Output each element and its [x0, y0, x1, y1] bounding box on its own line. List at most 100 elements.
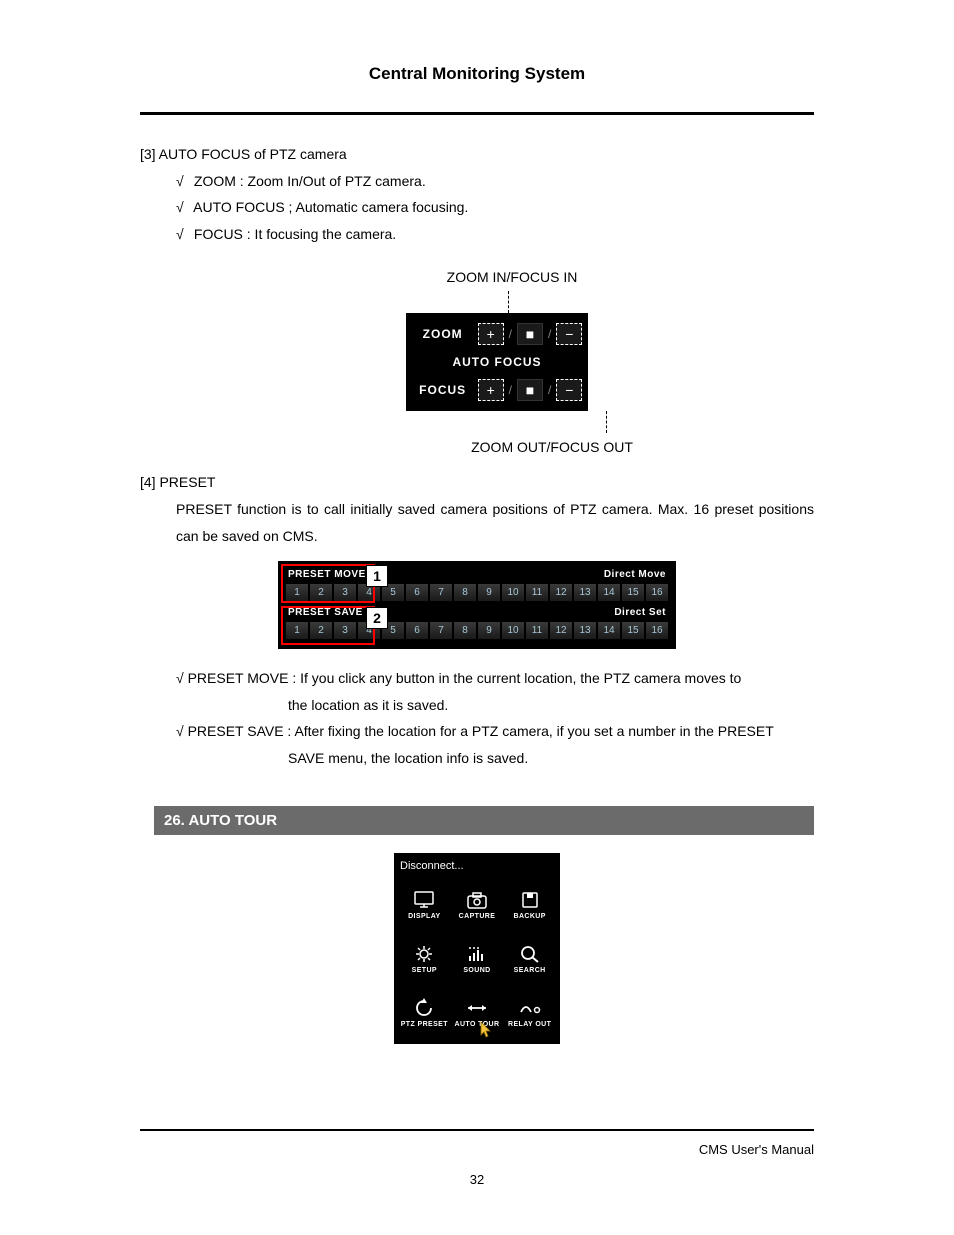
bullet-focus-text: FOCUS : It focusing the camera. [194, 226, 396, 242]
section-3: [3] AUTO FOCUS of PTZ camera √ ZOOM : Zo… [140, 141, 814, 247]
preset-number-button[interactable]: 13 [574, 622, 596, 639]
menu-item-label: CAPTURE [459, 913, 496, 920]
preset-number-button[interactable]: 13 [574, 584, 596, 601]
menu-item-capture[interactable]: CAPTURE [451, 878, 504, 932]
section-3-heading: [3] AUTO FOCUS of PTZ camera [140, 141, 814, 168]
zoom-label: ZOOM [412, 327, 474, 341]
focus-label: FOCUS [412, 383, 474, 397]
preset-number-button[interactable]: 16 [646, 584, 668, 601]
menu-panel-wrap: Disconnect... DISPLAY CAPTURE BACKUP SETUP S… [140, 853, 814, 1044]
direct-set-label[interactable]: Direct Set [614, 607, 666, 618]
menu-item-relay-out[interactable]: RELAY OUT [503, 986, 556, 1040]
menu-item-label: SETUP [412, 967, 437, 974]
cursor-icon [477, 1020, 493, 1038]
preset-move-bullet: √ PRESET MOVE : If you click any button … [176, 665, 814, 692]
footer-right: CMS User's Manual [699, 1142, 814, 1157]
menu-item-label: DISPLAY [408, 913, 441, 920]
preset-number-button[interactable]: 8 [454, 584, 476, 601]
preset-number-button[interactable]: 16 [646, 622, 668, 639]
menu-item-label: RELAY OUT [508, 1021, 551, 1028]
preset-number-button[interactable]: 11 [526, 622, 548, 639]
preset-number-button[interactable]: 12 [550, 622, 572, 639]
preset-number-button[interactable]: 6 [406, 584, 428, 601]
menu-item-label: SEARCH [514, 967, 546, 974]
menu-item-auto-tour[interactable]: AUTO TOUR [451, 986, 504, 1040]
autofocus-row[interactable]: AUTO FOCUS [412, 349, 583, 375]
disconnect-label[interactable]: Disconnect... [398, 857, 556, 878]
zoom-stop-button[interactable]: ■ [517, 323, 543, 345]
preset-save-line1: PRESET SAVE : After fixing the location … [188, 723, 774, 739]
preset-move-line1: PRESET MOVE : If you click any button in… [188, 670, 742, 686]
zoom-caption-bottom: ZOOM OUT/FOCUS OUT [290, 439, 814, 455]
auto-tour-icon [465, 998, 489, 1018]
preset-number-button[interactable]: 7 [430, 622, 452, 639]
slash-icon: / [547, 383, 552, 397]
menu-item-label: SOUND [463, 967, 490, 974]
zoom-out-button[interactable]: − [556, 323, 582, 345]
bullet-zoom: √ ZOOM : Zoom In/Out of PTZ camera. [176, 168, 814, 195]
focus-stop-button[interactable]: ■ [517, 379, 543, 401]
preset-number-button[interactable]: 12 [550, 584, 572, 601]
preset-number-button[interactable]: 6 [406, 622, 428, 639]
relay-out-icon [518, 998, 542, 1018]
setup-icon [412, 944, 436, 964]
slash-icon: / [508, 327, 513, 341]
preset-save-line2: SAVE menu, the location info is saved. [176, 745, 814, 772]
red-outline-save [281, 606, 375, 645]
ptz-preset-icon [412, 998, 436, 1018]
menu-item-label: PTZ PRESET [401, 1021, 448, 1028]
menu-item-ptz-preset[interactable]: PTZ PRESET [398, 986, 451, 1040]
red-outline-move [281, 564, 375, 603]
zoom-row: ZOOM + / ■ / − [412, 323, 583, 345]
page-title: Central Monitoring System [140, 64, 814, 84]
bullet-focus: √ FOCUS : It focusing the camera. [176, 221, 814, 248]
menu-item-sound[interactable]: SOUND [451, 932, 504, 986]
bullet-zoom-text: ZOOM : Zoom In/Out of PTZ camera. [194, 173, 426, 189]
preset-save-bullet: √ PRESET SAVE : After fixing the locatio… [176, 718, 814, 745]
preset-number-button[interactable]: 9 [478, 622, 500, 639]
preset-number-button[interactable]: 8 [454, 622, 476, 639]
callout-2: 2 [366, 607, 388, 629]
menu-item-setup[interactable]: SETUP [398, 932, 451, 986]
preset-description: PRESET function is to call initially sav… [176, 496, 814, 549]
section-4: [4] PRESET PRESET function is to call in… [140, 469, 814, 549]
slash-icon: / [508, 383, 513, 397]
preset-number-button[interactable]: 10 [502, 622, 524, 639]
preset-number-button[interactable]: 14 [598, 584, 620, 601]
bullet-autofocus: √ AUTO FOCUS ; Automatic camera focusing… [176, 194, 814, 221]
menu-item-search[interactable]: SEARCH [503, 932, 556, 986]
preset-number-button[interactable]: 9 [478, 584, 500, 601]
preset-number-button[interactable]: 14 [598, 622, 620, 639]
preset-number-button[interactable]: 11 [526, 584, 548, 601]
focus-row: FOCUS + / ■ / − [412, 379, 583, 401]
bullet-autofocus-text: AUTO FOCUS ; Automatic camera focusing. [193, 199, 468, 215]
callout-1: 1 [366, 565, 388, 587]
menu-panel: Disconnect... DISPLAY CAPTURE BACKUP SETUP S… [394, 853, 560, 1044]
display-icon [412, 890, 436, 910]
focus-in-button[interactable]: + [478, 379, 504, 401]
preset-number-button[interactable]: 15 [622, 622, 644, 639]
section-4-heading: [4] PRESET [140, 469, 814, 496]
preset-number-button[interactable]: 15 [622, 584, 644, 601]
capture-icon [465, 890, 489, 910]
preset-number-button[interactable]: 10 [502, 584, 524, 601]
preset-move-line2: the location as it is saved. [176, 692, 814, 719]
slash-icon: / [547, 327, 552, 341]
zoom-panel: ZOOM + / ■ / − AUTO FOCUS FOCUS + / ■ / … [406, 313, 589, 411]
document-page: Central Monitoring System [3] AUTO FOCUS… [0, 0, 954, 1235]
search-icon [518, 944, 542, 964]
zoom-in-button[interactable]: + [478, 323, 504, 345]
page-number: 32 [0, 1172, 954, 1187]
backup-icon [518, 890, 542, 910]
menu-item-backup[interactable]: BACKUP [503, 878, 556, 932]
bottom-rule [140, 1129, 814, 1131]
menu-item-display[interactable]: DISPLAY [398, 878, 451, 932]
direct-move-label[interactable]: Direct Move [604, 569, 666, 580]
preset-panel-wrap: PRESET MOVE Direct Move 1234567891011121… [140, 561, 814, 649]
preset-number-button[interactable]: 7 [430, 584, 452, 601]
zoom-panel-wrap: ZOOM + / ■ / − AUTO FOCUS FOCUS + / ■ / … [140, 313, 814, 411]
dash-line-top [508, 291, 510, 313]
preset-panel: PRESET MOVE Direct Move 1234567891011121… [278, 561, 676, 649]
sound-icon [465, 944, 489, 964]
focus-out-button[interactable]: − [556, 379, 582, 401]
